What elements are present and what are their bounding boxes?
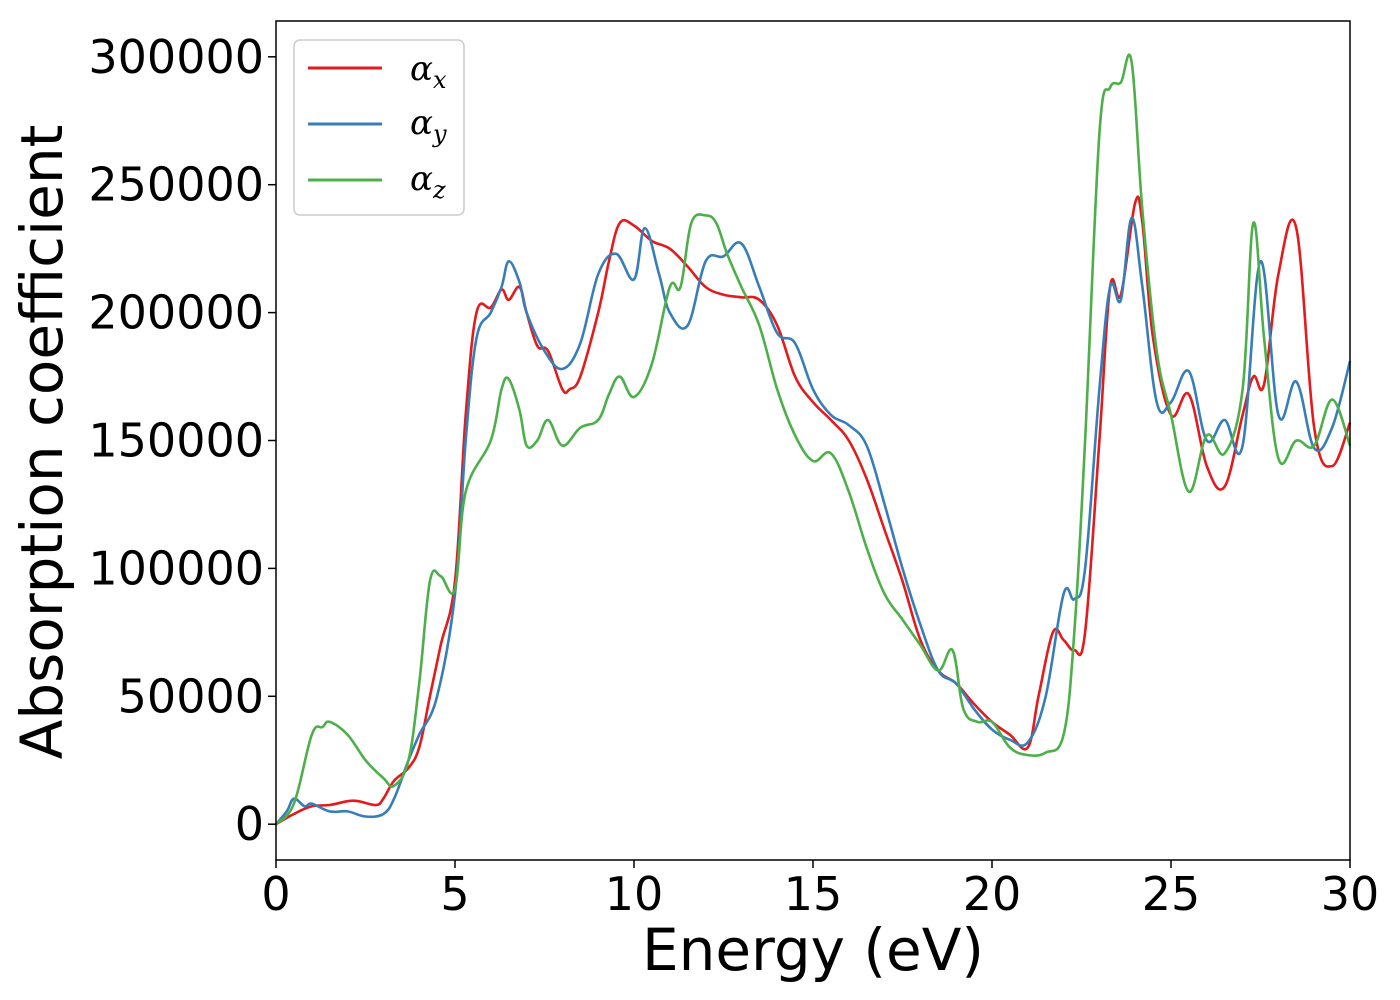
y-tick-label: 200000	[88, 286, 264, 340]
y-tick-label: 300000	[88, 30, 264, 84]
x-tick-label: 10	[605, 867, 664, 921]
plot-frame	[275, 20, 1351, 861]
x-tick-label: 5	[440, 867, 469, 921]
y-axis-label: Absorption coefficient	[8, 125, 76, 760]
legend-label-z: αz	[410, 159, 446, 204]
y-tick-label: 0	[235, 797, 264, 851]
legend-label-x: αx	[410, 49, 447, 94]
y-tick-label: 250000	[88, 158, 264, 212]
x-axis-label: Energy (eV)	[642, 916, 984, 984]
x-tick-label: 25	[1142, 867, 1201, 921]
series-line-alpha-z	[275, 53, 1352, 826]
legend-box	[293, 39, 465, 216]
series-layer	[274, 53, 1352, 826]
legend: αx αy αz	[293, 39, 465, 216]
x-tick-label: 0	[261, 867, 290, 921]
series-line-alpha-x	[275, 195, 1352, 826]
y-tick-label: 100000	[88, 541, 264, 595]
y-tick-label: 50000	[118, 669, 264, 723]
series-line-alpha-y	[274, 216, 1352, 826]
x-tick-label: 20	[963, 867, 1022, 921]
y-tick-label: 150000	[88, 414, 264, 468]
ticks-layer: 0 5 10 15 20 25 30 0 50000 100000 150000 200000 2500…	[88, 30, 1379, 921]
legend-label-y: αy	[410, 103, 447, 148]
x-tick-label: 15	[784, 867, 843, 921]
x-tick-label: 30	[1321, 867, 1380, 921]
